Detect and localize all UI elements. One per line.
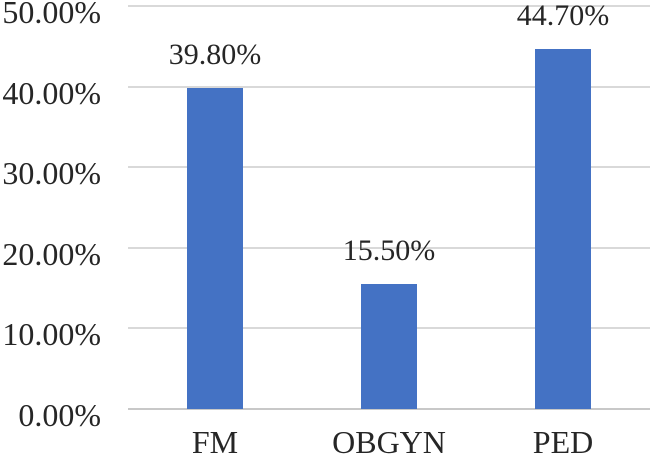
category-band-fm: 39.80%	[128, 6, 302, 409]
value-label-ped: 44.70%	[516, 0, 610, 32]
y-tick-label-3: 30.00%	[2, 155, 101, 192]
category-band-obgyn: 15.50%	[302, 6, 476, 409]
gridline-50	[128, 5, 650, 7]
x-tick-label-ped: PED	[532, 424, 594, 460]
gridline-30	[128, 166, 650, 169]
y-tick-label-0: 0.00%	[18, 397, 101, 433]
category-band-ped: 44.70%	[476, 0, 650, 409]
gridline-40	[128, 85, 650, 88]
plot-area: 39.80% 15.50% 44.70%	[128, 0, 650, 410]
y-tick-label-4: 40.00%	[2, 74, 101, 111]
x-tick-label-fm: FM	[191, 424, 239, 460]
value-label-fm: 39.80%	[168, 38, 262, 72]
bar-obgyn	[360, 284, 417, 409]
value-label-obgyn: 15.50%	[342, 234, 436, 268]
gridline-20	[128, 246, 650, 249]
bar-ped	[534, 48, 591, 409]
y-tick-label-1: 10.00%	[2, 316, 101, 353]
y-tick-label-5: 50.00%	[2, 0, 101, 30]
x-tick-label-obgyn: OBGYN	[332, 424, 446, 460]
y-tick-label-2: 20.00%	[2, 235, 101, 272]
bar-fm	[186, 88, 243, 409]
x-axis-line	[128, 408, 650, 410]
